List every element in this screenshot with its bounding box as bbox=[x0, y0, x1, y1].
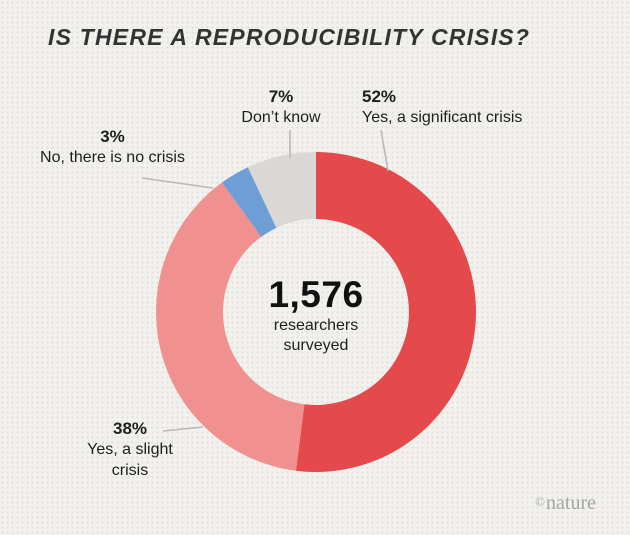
label-no-crisis: 3% No, there is no crisis bbox=[40, 126, 185, 168]
label-dont-know-text: Don’t know bbox=[241, 109, 321, 126]
label-dont-know-pct: 7% bbox=[268, 87, 294, 106]
center-value: 1,576 bbox=[268, 274, 364, 315]
center-sub-line2: surveyed bbox=[283, 337, 349, 354]
nature-logo: ©nature bbox=[535, 492, 596, 515]
label-dont-know: 7% Don’t know bbox=[216, 86, 346, 128]
label-significant: 52% Yes, a significant crisis bbox=[362, 86, 572, 128]
label-slight-pct: 38% bbox=[112, 419, 148, 438]
center-label: 1,576 researchers surveyed bbox=[206, 274, 426, 356]
slice-dont-know bbox=[247, 152, 316, 228]
slice-no-crisis bbox=[221, 167, 277, 237]
leader-line-slight bbox=[162, 426, 204, 432]
copyright-symbol: © bbox=[535, 494, 546, 509]
label-significant-pct: 52% bbox=[362, 87, 397, 106]
label-no-crisis-text: No, there is no crisis bbox=[40, 149, 185, 166]
leader-lines bbox=[141, 129, 389, 432]
leader-line-no-crisis bbox=[141, 177, 214, 189]
brand-name: nature bbox=[546, 492, 596, 514]
label-slight: 38% Yes, a slight crisis bbox=[75, 418, 185, 481]
leader-line-significant bbox=[380, 129, 389, 172]
center-sub-line1: researchers bbox=[273, 317, 359, 334]
label-no-crisis-pct: 3% bbox=[100, 127, 125, 146]
slice-slight bbox=[155, 182, 305, 471]
label-slight-text: Yes, a slight crisis bbox=[87, 441, 173, 479]
donut-slices bbox=[155, 152, 476, 472]
chart-title: IS THERE A REPRODUCIBILITY CRISIS? bbox=[48, 24, 531, 50]
label-significant-text: Yes, a significant crisis bbox=[362, 109, 523, 126]
slice-significant bbox=[295, 152, 476, 472]
